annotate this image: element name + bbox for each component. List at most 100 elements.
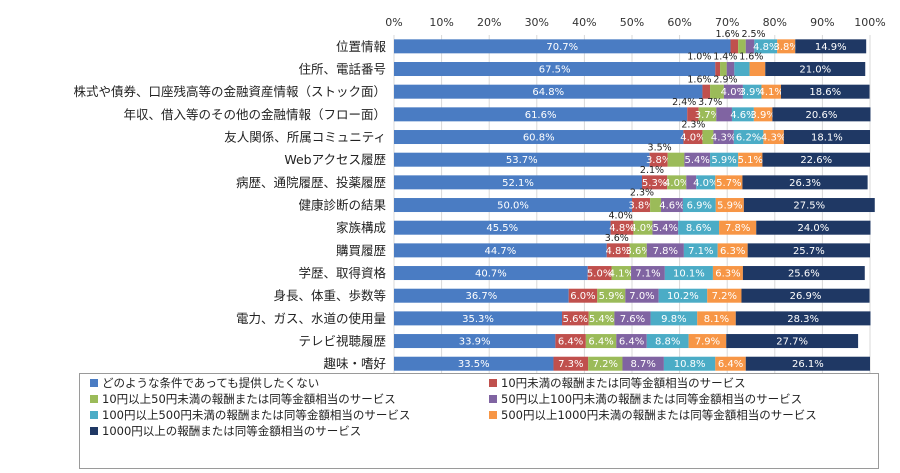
bar-segment bbox=[777, 39, 796, 54]
data-label: 7.8% bbox=[725, 223, 750, 234]
data-label: 3.7% bbox=[695, 110, 720, 121]
bar-segment bbox=[719, 220, 757, 235]
bar-segment bbox=[562, 311, 589, 326]
bar-segment bbox=[633, 220, 653, 235]
bar-segment bbox=[743, 198, 875, 213]
bar-segment bbox=[632, 198, 651, 213]
data-label: 4.6% bbox=[659, 201, 684, 212]
bar-segment bbox=[730, 39, 739, 54]
data-label: 10.8% bbox=[674, 359, 706, 370]
data-label: 70.7% bbox=[546, 42, 578, 53]
x-tick-label: 70% bbox=[715, 16, 739, 29]
bar-segment bbox=[650, 198, 662, 213]
legend-label: どのような条件であっても提供したくない bbox=[102, 376, 320, 390]
data-label: 4.0% bbox=[693, 178, 718, 189]
bar-segment bbox=[394, 356, 554, 371]
legend-label: 100円以上500円未満の報酬または同等金額相当のサービス bbox=[102, 408, 411, 422]
data-label: 7.1% bbox=[688, 246, 713, 257]
data-label: 3.8% bbox=[628, 201, 653, 212]
bar-segment bbox=[726, 334, 859, 349]
bar-segment bbox=[667, 152, 685, 167]
data-label: 5.7% bbox=[716, 178, 741, 189]
category-label: 住所、電話番号 bbox=[298, 62, 386, 77]
bar-segment bbox=[715, 198, 744, 213]
data-label: 5.0% bbox=[587, 269, 612, 280]
category-label: 年収、借入等のその他の金融情報（フロー面） bbox=[123, 107, 386, 122]
bar-segment bbox=[646, 334, 689, 349]
category-label: 趣味・嗜好 bbox=[323, 356, 386, 371]
data-label: 61.6% bbox=[525, 110, 557, 121]
bar-segment bbox=[658, 288, 708, 303]
bar-segment bbox=[611, 266, 632, 281]
category-label: 健康診断の結果 bbox=[298, 198, 386, 213]
data-label: 3.9% bbox=[750, 110, 775, 121]
data-label: 6.4% bbox=[619, 337, 644, 348]
bar-segment bbox=[726, 62, 735, 77]
bar-segment bbox=[772, 107, 871, 122]
bar-segment bbox=[649, 152, 668, 167]
legend-item: 10円以上50円未満の報酬または同等金額相当のサービス bbox=[90, 392, 396, 407]
data-label-small: 1.6% bbox=[687, 74, 711, 85]
data-label: 4.8% bbox=[609, 223, 634, 234]
data-label: 7.8% bbox=[653, 246, 678, 257]
data-label-small: 2.9% bbox=[713, 74, 737, 85]
bar-segment bbox=[641, 175, 668, 190]
legend-item: どのような条件であっても提供したくない bbox=[90, 376, 319, 391]
bar-segment bbox=[625, 288, 659, 303]
bar-segment bbox=[702, 130, 714, 145]
bar-segment bbox=[683, 130, 703, 145]
bar-segment bbox=[741, 288, 870, 303]
category-label: テレビ視聴履歴 bbox=[298, 334, 386, 349]
bar-segment bbox=[738, 39, 746, 54]
data-label: 10.2% bbox=[667, 291, 699, 302]
data-label: 60.8% bbox=[523, 133, 555, 144]
bar-segment bbox=[394, 220, 611, 235]
bar-segment bbox=[715, 356, 746, 371]
data-label: 6.4% bbox=[718, 359, 743, 370]
data-label: 45.5% bbox=[486, 223, 518, 234]
data-label: 5.1% bbox=[738, 155, 763, 166]
data-label: 4.0% bbox=[630, 223, 655, 234]
data-label: 14.9% bbox=[815, 42, 847, 53]
bar-segment bbox=[715, 62, 721, 77]
data-label: 53.7% bbox=[506, 155, 538, 166]
category-label: 病歴、通院履歴、投薬履歴 bbox=[236, 175, 386, 190]
data-label: 6.3% bbox=[715, 269, 740, 280]
data-label: 8.8% bbox=[655, 337, 680, 348]
data-label: 6.9% bbox=[687, 201, 712, 212]
bar-segment bbox=[650, 311, 698, 326]
data-label-small: 3.5% bbox=[648, 142, 672, 153]
bar-segment bbox=[394, 334, 556, 349]
bar-segment bbox=[614, 311, 651, 326]
data-label: 5.4% bbox=[589, 314, 614, 325]
x-tick-label: 30% bbox=[525, 16, 549, 29]
bar-segment bbox=[667, 175, 687, 190]
bar-segment bbox=[723, 84, 743, 99]
data-label: 4.3% bbox=[761, 133, 786, 144]
data-label: 7.1% bbox=[635, 269, 660, 280]
bar-segment bbox=[688, 334, 727, 349]
data-label: 7.2% bbox=[593, 359, 618, 370]
bar-segment bbox=[394, 130, 684, 145]
data-label: 18.1% bbox=[811, 133, 843, 144]
bar-segment bbox=[663, 356, 716, 371]
bar-segment bbox=[555, 334, 586, 349]
bar-segment bbox=[712, 266, 743, 281]
data-label-small: 2.4% bbox=[672, 97, 696, 108]
x-tick-label: 0% bbox=[385, 16, 402, 29]
bar-segment bbox=[664, 266, 713, 281]
data-label: 4.8% bbox=[753, 42, 778, 53]
bar-segment bbox=[616, 334, 647, 349]
bar-segment bbox=[646, 243, 684, 258]
bar-segment bbox=[683, 243, 718, 258]
data-label: 6.0% bbox=[570, 291, 595, 302]
bar-segment bbox=[734, 62, 750, 77]
data-label: 3.6% bbox=[625, 246, 650, 257]
bar-segment bbox=[713, 130, 734, 145]
data-label: 22.6% bbox=[800, 155, 832, 166]
bar-segment bbox=[762, 152, 870, 167]
legend-label: 10円以上50円未満の報酬または同等金額相当のサービス bbox=[102, 392, 396, 406]
bar-segment bbox=[553, 356, 589, 371]
data-label: 27.7% bbox=[776, 337, 808, 348]
